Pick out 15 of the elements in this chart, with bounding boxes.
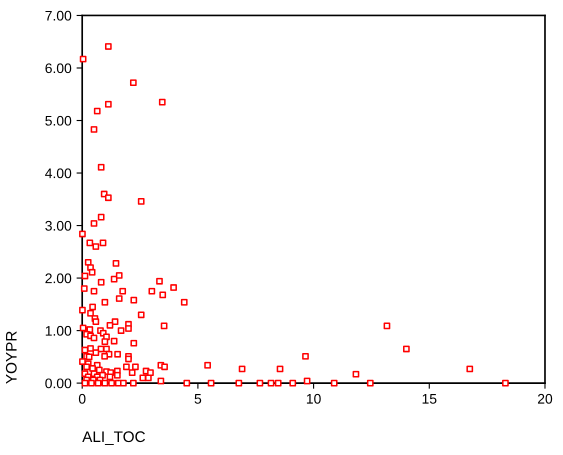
y-tick-label: 3.00 bbox=[45, 220, 72, 231]
y-tick-label: 7.00 bbox=[45, 10, 72, 21]
y-tick-label: 0.00 bbox=[45, 378, 72, 388]
y-tick-label: 2.00 bbox=[45, 273, 72, 284]
y-tick-label: 4.00 bbox=[45, 168, 72, 178]
y-tick-label: 1.00 bbox=[46, 326, 72, 336]
x-tick-label: 5 bbox=[194, 394, 202, 404]
x-tick-label: 20 bbox=[538, 394, 552, 404]
x-tick-label: 10 bbox=[306, 394, 321, 404]
x-tick-label: 15 bbox=[422, 394, 436, 404]
x-axis-title: ALI_TOC bbox=[82, 431, 146, 446]
x-tick-label: 0 bbox=[78, 394, 86, 404]
y-tick-label: 6.00 bbox=[45, 63, 72, 74]
y-axis-title: YOYPR bbox=[6, 331, 17, 384]
y-tick-label: 5.00 bbox=[45, 116, 72, 126]
